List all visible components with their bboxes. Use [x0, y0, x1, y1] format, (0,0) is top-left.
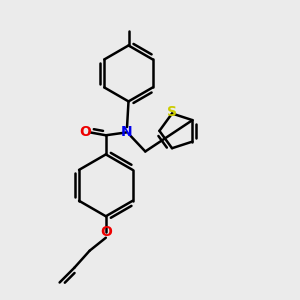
Text: S: S	[167, 105, 177, 119]
Text: N: N	[121, 125, 133, 139]
Text: O: O	[100, 225, 112, 239]
Text: O: O	[79, 125, 91, 139]
